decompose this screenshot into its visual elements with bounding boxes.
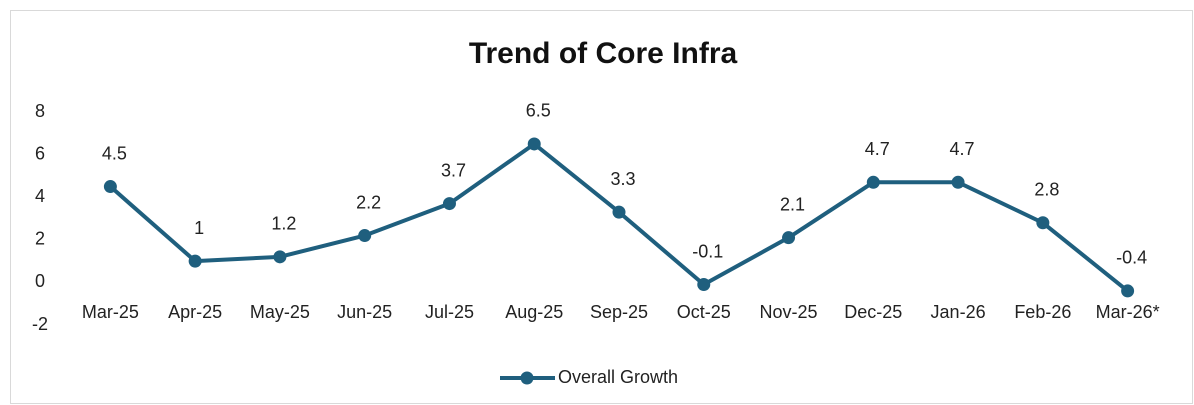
data-label: 2.1 [780, 194, 805, 214]
y-tick-label: 0 [35, 271, 45, 291]
data-label: -0.4 [1116, 248, 1147, 268]
marker [273, 250, 287, 264]
marker [527, 137, 541, 151]
x-tick-label: Feb-26 [1014, 302, 1071, 322]
data-label: 4.7 [865, 139, 890, 159]
marker [442, 197, 456, 211]
y-tick-label: -2 [32, 314, 48, 334]
y-tick-label: 6 [35, 143, 45, 163]
marker [358, 229, 372, 243]
x-tick-label: Sep-25 [590, 302, 648, 322]
marker [1121, 284, 1135, 298]
legend-marker [520, 371, 534, 385]
marker [188, 254, 202, 268]
marker [782, 231, 796, 245]
marker [103, 180, 117, 194]
y-tick-label: 8 [35, 101, 45, 121]
x-tick-label: Apr-25 [168, 302, 222, 322]
data-label: 3.3 [610, 169, 635, 189]
y-tick-label: 2 [35, 229, 45, 249]
x-tick-label: Oct-25 [677, 302, 731, 322]
x-tick-label: Jan-26 [931, 302, 986, 322]
data-label: 2.8 [1034, 180, 1059, 200]
marker [612, 205, 626, 219]
x-tick-label: Jun-25 [337, 302, 392, 322]
marker [951, 175, 965, 189]
x-tick-label: Dec-25 [844, 302, 902, 322]
x-tick-label: Mar-25 [82, 302, 139, 322]
marker [866, 175, 880, 189]
chart-title: Trend of Core Infra [469, 37, 738, 70]
chart-border [10, 10, 1193, 404]
marker [697, 278, 711, 292]
data-label: -0.1 [692, 241, 723, 261]
x-tick-label: Jul-25 [425, 302, 474, 322]
marker [1036, 216, 1050, 230]
data-label: 2.2 [356, 192, 381, 212]
data-label: 6.5 [526, 101, 551, 121]
data-label: 4.5 [102, 143, 127, 163]
y-tick-label: 4 [35, 186, 45, 206]
x-tick-label: May-25 [250, 302, 310, 322]
x-tick-label: Mar-26* [1096, 302, 1160, 322]
data-label: 1.2 [271, 214, 296, 234]
legend-label: Overall Growth [558, 367, 678, 387]
x-tick-label: Nov-25 [760, 302, 818, 322]
data-label: 4.7 [950, 139, 975, 159]
data-label: 3.7 [441, 160, 466, 180]
x-tick-label: Aug-25 [505, 302, 563, 322]
data-label: 1 [194, 218, 204, 238]
